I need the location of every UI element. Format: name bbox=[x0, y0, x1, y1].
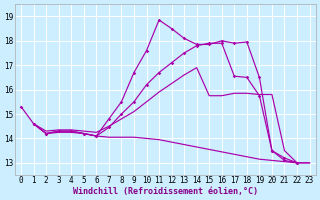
X-axis label: Windchill (Refroidissement éolien,°C): Windchill (Refroidissement éolien,°C) bbox=[73, 187, 258, 196]
